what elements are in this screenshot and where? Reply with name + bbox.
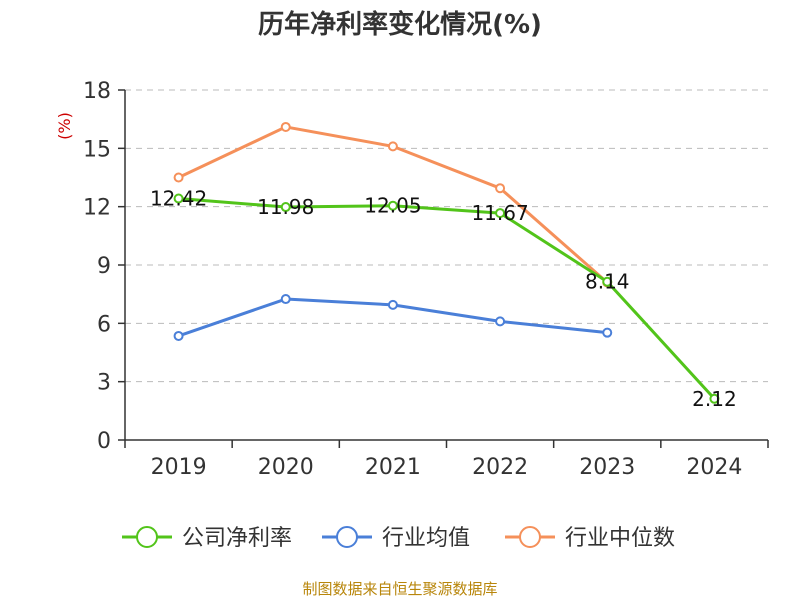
legend-label: 行业均值 <box>382 526 470 551</box>
data-point <box>495 183 506 194</box>
x-tick-label: 2023 <box>579 455 635 480</box>
data-point <box>495 316 506 327</box>
data-point <box>173 330 184 341</box>
series-line <box>178 197 716 400</box>
x-tick-label: 2019 <box>151 455 207 480</box>
data-label: 8.14 <box>585 270 630 294</box>
data-point <box>173 193 184 204</box>
y-tick-label: 9 <box>97 254 111 279</box>
legend-marker <box>136 526 158 548</box>
series-lines <box>173 121 720 404</box>
data-labels: 12.42 11.98 12.05 11.67 8.14 2.12 <box>150 187 737 411</box>
legend: 公司净利率 行业均值 行业中位数 <box>122 526 675 551</box>
data-point <box>387 141 398 152</box>
data-label: 11.98 <box>257 195 314 219</box>
y-tick-label: 15 <box>83 137 111 162</box>
legend-marker <box>336 526 358 548</box>
y-tick-label: 18 <box>83 79 111 104</box>
data-point <box>387 299 398 310</box>
data-point <box>280 294 291 305</box>
legend-item: 行业均值 <box>322 526 470 551</box>
data-label: 2.12 <box>692 387 737 411</box>
data-label: 12.42 <box>150 187 207 211</box>
data-label: 11.67 <box>471 201 528 225</box>
data-point <box>280 202 291 213</box>
data-point <box>602 327 613 338</box>
x-tick-label: 2021 <box>365 455 421 480</box>
data-point <box>495 208 506 219</box>
legend-label: 行业中位数 <box>565 526 675 551</box>
y-tick-label: 6 <box>97 312 111 337</box>
y-tick-label: 12 <box>83 196 111 221</box>
x-tick-label: 2024 <box>686 455 742 480</box>
x-tick-label: 2020 <box>258 455 314 480</box>
data-point <box>709 393 720 404</box>
legend-item: 行业中位数 <box>505 526 675 551</box>
legend-item: 公司净利率 <box>122 526 292 551</box>
y-tick-label: 0 <box>97 429 111 454</box>
data-point <box>602 276 613 287</box>
axes: 0 3 6 9 12 15 18 2019 2020 2021 2022 2023 2024 <box>83 79 769 480</box>
y-axis-unit: (%) <box>55 112 74 140</box>
data-point <box>173 172 184 183</box>
data-label: 12.05 <box>364 194 421 218</box>
data-point <box>387 200 398 211</box>
x-tick-label: 2022 <box>472 455 528 480</box>
legend-label: 公司净利率 <box>182 526 292 551</box>
data-source-note: 制图数据来自恒生聚源数据库 <box>302 580 497 598</box>
chart-title: 历年净利率变化情况(%) <box>258 9 542 40</box>
y-tick-label: 3 <box>97 371 111 396</box>
legend-marker <box>519 526 541 548</box>
data-point <box>280 121 291 132</box>
grid-lines <box>125 89 768 383</box>
